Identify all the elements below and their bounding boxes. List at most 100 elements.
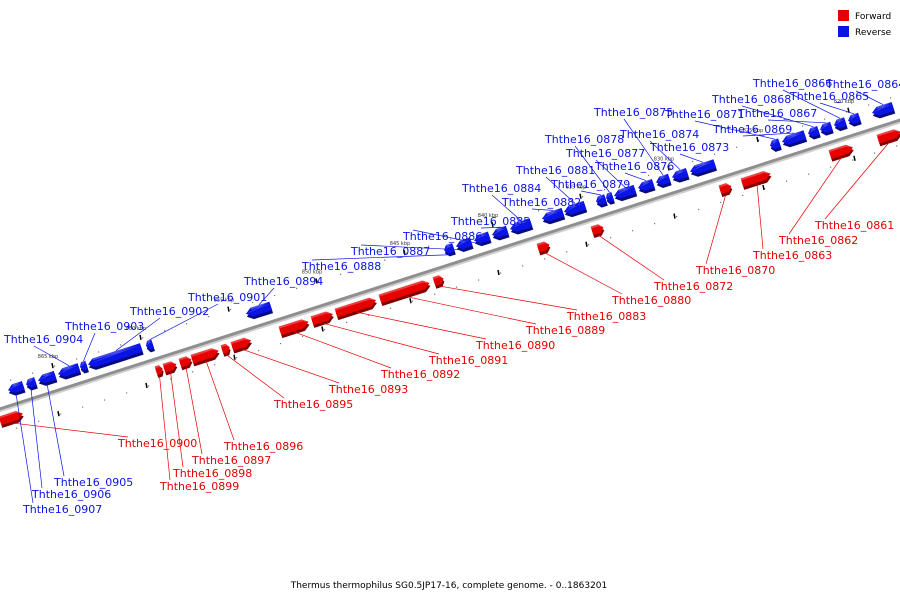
gene-body — [770, 138, 781, 149]
gene-ththe16_0874[interactable] — [671, 168, 690, 184]
tick-mark — [145, 382, 148, 389]
gene-ththe16_0885[interactable] — [491, 225, 510, 242]
gene-ththe16_0893[interactable] — [230, 336, 254, 354]
gene-label: Ththe16_0872 — [653, 280, 733, 293]
gene-body — [432, 275, 444, 286]
gene-highlight — [230, 337, 252, 344]
gene-ththe16_0868[interactable] — [807, 125, 821, 141]
gene-ththe16_0900[interactable] — [0, 409, 25, 428]
gene-label: Ththe16_0865 — [789, 90, 869, 103]
gene-body — [26, 377, 37, 388]
gene-ththe16_0863[interactable] — [740, 169, 773, 190]
gene-label: Ththe16_0884 — [461, 182, 541, 195]
guide-dot — [368, 314, 370, 316]
gene-ththe16_0905[interactable] — [37, 370, 58, 388]
gene-body — [656, 173, 671, 186]
guide-dot — [830, 166, 832, 168]
gene-body — [492, 225, 509, 238]
gene-body — [718, 183, 732, 195]
gene-ththe16_0903[interactable] — [79, 360, 89, 375]
gene-highlight — [596, 194, 605, 202]
gene-ththe16_0872[interactable] — [590, 223, 606, 239]
gene-highlight — [220, 343, 230, 348]
gene-ththe16_0890[interactable] — [334, 296, 379, 321]
gene-ththe16_0881[interactable] — [563, 200, 588, 219]
guide-dot — [428, 245, 430, 247]
gene-ththe16_0864[interactable] — [871, 102, 896, 120]
gene-ththe16_0875[interactable] — [655, 173, 672, 190]
guide-dot — [76, 358, 78, 360]
guide-dot — [10, 379, 12, 381]
gene-ththe16_0896[interactable] — [190, 346, 221, 367]
gene-ththe16_0876[interactable] — [637, 178, 656, 195]
leader-line — [480, 227, 501, 229]
gene-ththe16_0866[interactable] — [833, 117, 848, 132]
gene-ththe16_0904[interactable] — [57, 363, 82, 381]
gene-ththe16_0887[interactable] — [455, 237, 474, 253]
gene-ththe16_0883[interactable] — [432, 274, 446, 289]
gene-ththe16_0894[interactable] — [245, 301, 274, 321]
guide-dot — [32, 372, 34, 374]
gene-ththe16_0871[interactable] — [769, 138, 782, 152]
gene-ththe16_0901[interactable] — [145, 339, 155, 354]
guide-dot — [346, 321, 348, 323]
gene-highlight — [246, 301, 270, 314]
gene-ththe16_0862[interactable] — [828, 143, 856, 162]
gene-ththe16_0861[interactable] — [876, 128, 900, 147]
gene-highlight — [474, 231, 489, 241]
tick-layer: 820 kbp 825 kbp 830 kbp 835 kbp 840 kbp 845 k… — [10, 97, 898, 429]
gene-ththe16_0878[interactable] — [605, 191, 615, 206]
guide-dot — [236, 357, 238, 359]
guide-dot — [896, 145, 898, 147]
gene-ththe16_0877[interactable] — [613, 184, 638, 203]
leader-line — [356, 311, 487, 340]
legend-swatch — [838, 10, 849, 21]
leader-line — [679, 153, 704, 163]
guide-dot — [582, 196, 584, 198]
gene-ththe16_0902[interactable] — [87, 343, 144, 372]
gene-ththe16_0867[interactable] — [819, 121, 834, 137]
leader-line — [83, 332, 96, 362]
tick-mark — [497, 269, 500, 276]
leader-line — [159, 375, 171, 481]
gene-ththe16_0880[interactable] — [536, 240, 552, 256]
gene-ththe16_0898[interactable] — [162, 360, 179, 376]
gene-highlight — [834, 117, 845, 126]
gene-ththe16_0873[interactable] — [689, 159, 718, 178]
gene-ththe16_0870[interactable] — [718, 182, 734, 197]
gene-ththe16_0882[interactable] — [541, 207, 566, 226]
gene-body — [536, 241, 550, 253]
gene-ththe16_0907[interactable] — [7, 381, 26, 397]
tick-mark — [57, 411, 60, 417]
guide-dot — [868, 104, 870, 106]
leader-line — [574, 145, 610, 193]
gene-ththe16_0888[interactable] — [443, 243, 456, 257]
gene-ththe16_0899[interactable] — [154, 364, 165, 378]
gene-label: Ththe16_0892 — [380, 368, 460, 381]
gene-body — [606, 191, 615, 202]
guide-dot — [362, 266, 364, 268]
gene-ththe16_0895[interactable] — [220, 343, 232, 357]
leader-line — [30, 388, 43, 489]
gene-ththe16_0865[interactable] — [847, 112, 862, 128]
gene-ththe16_0891[interactable] — [310, 310, 336, 328]
legend-swatch — [838, 26, 849, 37]
gene-ththe16_0884[interactable] — [509, 218, 534, 236]
guide-dot — [324, 328, 326, 331]
gene-ththe16_0889[interactable] — [378, 279, 432, 307]
gene-highlight — [564, 200, 585, 212]
gene-highlight — [80, 360, 86, 368]
gene-label: Ththe16_0866 — [752, 77, 832, 90]
gene-body — [876, 129, 900, 144]
guide-dot — [406, 252, 408, 254]
gene-ththe16_0879[interactable] — [595, 194, 608, 208]
gene-label: Ththe16_0891 — [428, 354, 508, 367]
gene-label: Ththe16_0882 — [501, 196, 581, 209]
guide-dot — [390, 307, 392, 309]
gene-ththe16_0906[interactable] — [25, 377, 38, 391]
gene-ththe16_0897[interactable] — [178, 355, 194, 371]
gene-ththe16_0892[interactable] — [278, 318, 311, 339]
guide-dot — [302, 335, 304, 338]
gene-body — [88, 343, 143, 368]
gene-ththe16_0869[interactable] — [781, 130, 808, 149]
